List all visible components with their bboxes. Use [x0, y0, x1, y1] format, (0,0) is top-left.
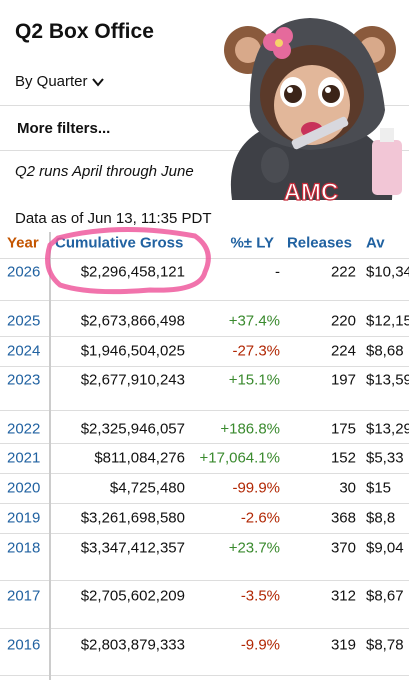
change-ly: +37.4% [228, 312, 280, 330]
year-link[interactable]: 2023 [7, 371, 41, 389]
year-link[interactable]: 2026 [7, 263, 41, 281]
row-divider [0, 336, 409, 337]
gross-header[interactable]: Cumulative Gross [55, 234, 184, 252]
releases: 370 [330, 539, 356, 557]
releases: 175 [330, 420, 356, 438]
more-filters[interactable]: More filters... [17, 120, 111, 137]
row-divider [0, 300, 409, 301]
row-divider [0, 503, 409, 504]
cumulative-gross: $3,347,412,357 [80, 539, 185, 557]
cumulative-gross: $811,084,276 [94, 449, 185, 467]
row-divider [0, 628, 409, 629]
dropdown-label: By Quarter [15, 73, 88, 90]
change-ly: - [275, 263, 280, 281]
note: Q2 runs April through June [15, 163, 194, 180]
average: $9,04 [366, 539, 404, 557]
year-link[interactable]: 2025 [7, 312, 41, 330]
row-divider [0, 675, 409, 676]
releases: 222 [330, 263, 356, 281]
quarter-dropdown[interactable]: By Quarter [15, 73, 104, 90]
chevron [91, 78, 104, 87]
cumulative-gross: $2,325,946,057 [80, 420, 185, 438]
cumulative-gross: $4,725,480 [109, 479, 185, 497]
year-link[interactable]: 2021 [7, 449, 41, 467]
row-divider [0, 580, 409, 581]
cumulative-gross: $2,705,602,209 [80, 587, 185, 605]
average: $13,29 [366, 420, 409, 438]
divider [0, 150, 409, 151]
data-timestamp: Data as of Jun 13, 11:35 PDT [15, 210, 212, 227]
cartoon-image: AMC [224, 18, 402, 207]
change-ly: -99.9% [232, 479, 280, 497]
year-link[interactable]: 2018 [7, 539, 41, 557]
average: $15 [366, 479, 392, 497]
change-ly: -9.9% [240, 636, 280, 654]
average: $8,67 [366, 587, 404, 605]
cumulative-gross: $3,261,698,580 [80, 509, 185, 527]
change-ly: +15.1% [228, 371, 280, 389]
year-link[interactable]: 2024 [7, 342, 41, 360]
average: $12,15 [366, 312, 409, 330]
row-divider [0, 366, 409, 367]
cumulative-gross: $2,673,866,498 [80, 312, 185, 330]
cumulative-gross: $2,677,910,243 [80, 371, 185, 389]
change-ly: +23.7% [228, 539, 280, 557]
average: $8,8 [366, 509, 396, 527]
change-header[interactable]: %± LY [230, 234, 274, 252]
average-header[interactable]: Av [366, 234, 385, 252]
year-link[interactable]: 2017 [7, 587, 41, 605]
year-link[interactable]: 2016 [7, 636, 41, 654]
average: $5,33 [366, 449, 404, 467]
average: $13,59 [366, 371, 409, 389]
cumulative-gross: $1,946,504,025 [80, 342, 185, 360]
year-link[interactable]: 2019 [7, 509, 41, 527]
hoodie-logo: AMC [284, 179, 339, 206]
cumulative-gross: $2,296,458,121 [80, 263, 185, 281]
year-header[interactable]: Year [7, 234, 39, 252]
cumulative-gross: $2,803,879,333 [80, 636, 185, 654]
change-ly: -27.3% [232, 342, 280, 360]
releases: 312 [330, 587, 356, 605]
row-divider [0, 533, 409, 534]
row-divider [0, 443, 409, 444]
releases: 319 [330, 636, 356, 654]
year-link[interactable]: 2022 [7, 420, 41, 438]
average: $10,34 [366, 263, 409, 281]
releases: 152 [330, 449, 356, 467]
releases: 30 [339, 479, 356, 497]
row-divider [0, 473, 409, 474]
year-link[interactable]: 2020 [7, 479, 41, 497]
average: $8,78 [366, 636, 404, 654]
average: $8,68 [366, 342, 404, 360]
change-ly: +17,064.1% [199, 449, 281, 467]
releases: 220 [330, 312, 356, 330]
row-divider [0, 258, 409, 259]
releases: 197 [330, 371, 356, 389]
row-divider [0, 410, 409, 411]
page-title: Q2 Box Office [15, 20, 154, 43]
releases: 368 [330, 509, 356, 527]
change-ly: -2.6% [240, 509, 280, 527]
releases-header[interactable]: Releases [286, 234, 352, 252]
releases: 224 [330, 342, 356, 360]
change-ly: -3.5% [240, 587, 280, 605]
divider [0, 105, 409, 106]
change-ly: +186.8% [220, 420, 280, 438]
